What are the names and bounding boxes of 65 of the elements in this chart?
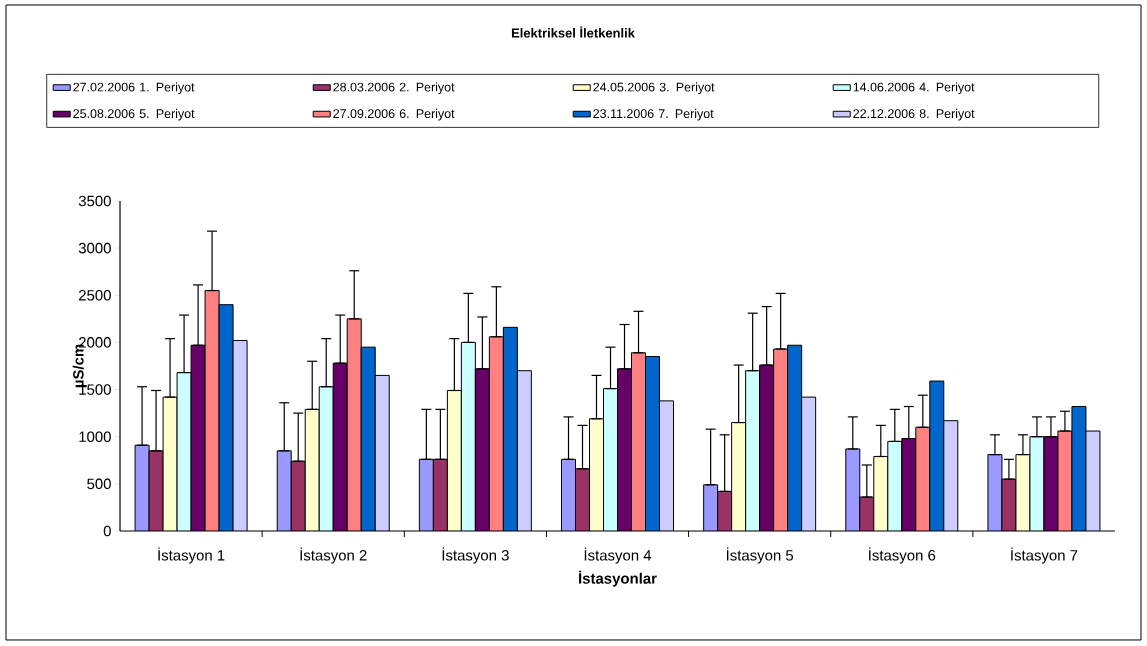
bar [461,342,476,531]
bar [731,422,746,531]
bar [887,441,902,531]
bar [475,368,490,531]
bar [575,468,590,531]
bar [915,427,930,531]
y-tick-label: 3000 [78,242,111,254]
bar [645,356,660,531]
bar [333,363,348,531]
legend-label: 24.05.2006 3. Periyot [593,82,715,94]
x-tick-label: İstasyon 1 [158,547,225,564]
chart-title: Elektriksel İletkenlik [511,26,635,38]
x-tick-label: İstasyon 7 [1011,547,1078,564]
y-tick-label: 0 [103,525,111,537]
bar [447,390,462,531]
bar [1015,454,1031,531]
bar [347,318,362,531]
bar [617,368,632,531]
bar [787,345,802,531]
bar [845,448,860,531]
bar [291,461,306,531]
bar [589,418,604,531]
x-tick-label: İstasyon 3 [442,547,509,564]
legend-label: 28.03.2006 2. Periyot [333,82,455,94]
legend-label: 27.09.2006 6. Periyot [333,108,455,121]
y-tick-label: 3500 [78,195,111,207]
bar [433,459,448,531]
bar [703,484,718,531]
bar [801,397,816,531]
x-tick-label: İstasyon 5 [726,547,794,564]
y-tick-label: 1000 [79,431,111,442]
legend-label: 23.11.2006 7. Periyot [593,108,714,121]
bar [873,456,888,531]
y-tick-label: 500 [87,478,111,490]
bar [419,459,434,531]
bar [503,327,518,531]
bar [1029,436,1045,531]
y-tick-label: 2500 [78,289,111,301]
bar [361,347,376,531]
bar [277,450,292,531]
bar [375,375,390,531]
bar [773,349,788,531]
bar [561,459,576,531]
bar [1043,436,1059,531]
bar [943,420,958,531]
bar [987,454,1003,531]
x-tick-label: İstasyon 2 [300,547,367,564]
bar [659,400,674,531]
legend-label: 22.12.2006 8. Periyot [853,108,975,121]
bar [603,388,618,531]
bar [305,409,320,531]
legend-label: 14.06.2006 4. Periyot [853,82,975,94]
legend-label: 25.08.2006 5. Periyot [73,108,195,121]
x-axis-title: İstasyonlar [579,570,657,587]
x-tick-label: İstasyon 6 [869,547,936,564]
bar [901,438,916,531]
bar [319,386,334,531]
bar [489,336,504,531]
bar [929,381,944,531]
legend-label: 27.02.2006 1. Periyot [73,82,195,94]
bar [631,352,646,531]
bar [759,365,774,531]
x-tick-label: İstasyon 4 [584,547,652,564]
bar [517,370,532,531]
bar [745,370,760,531]
